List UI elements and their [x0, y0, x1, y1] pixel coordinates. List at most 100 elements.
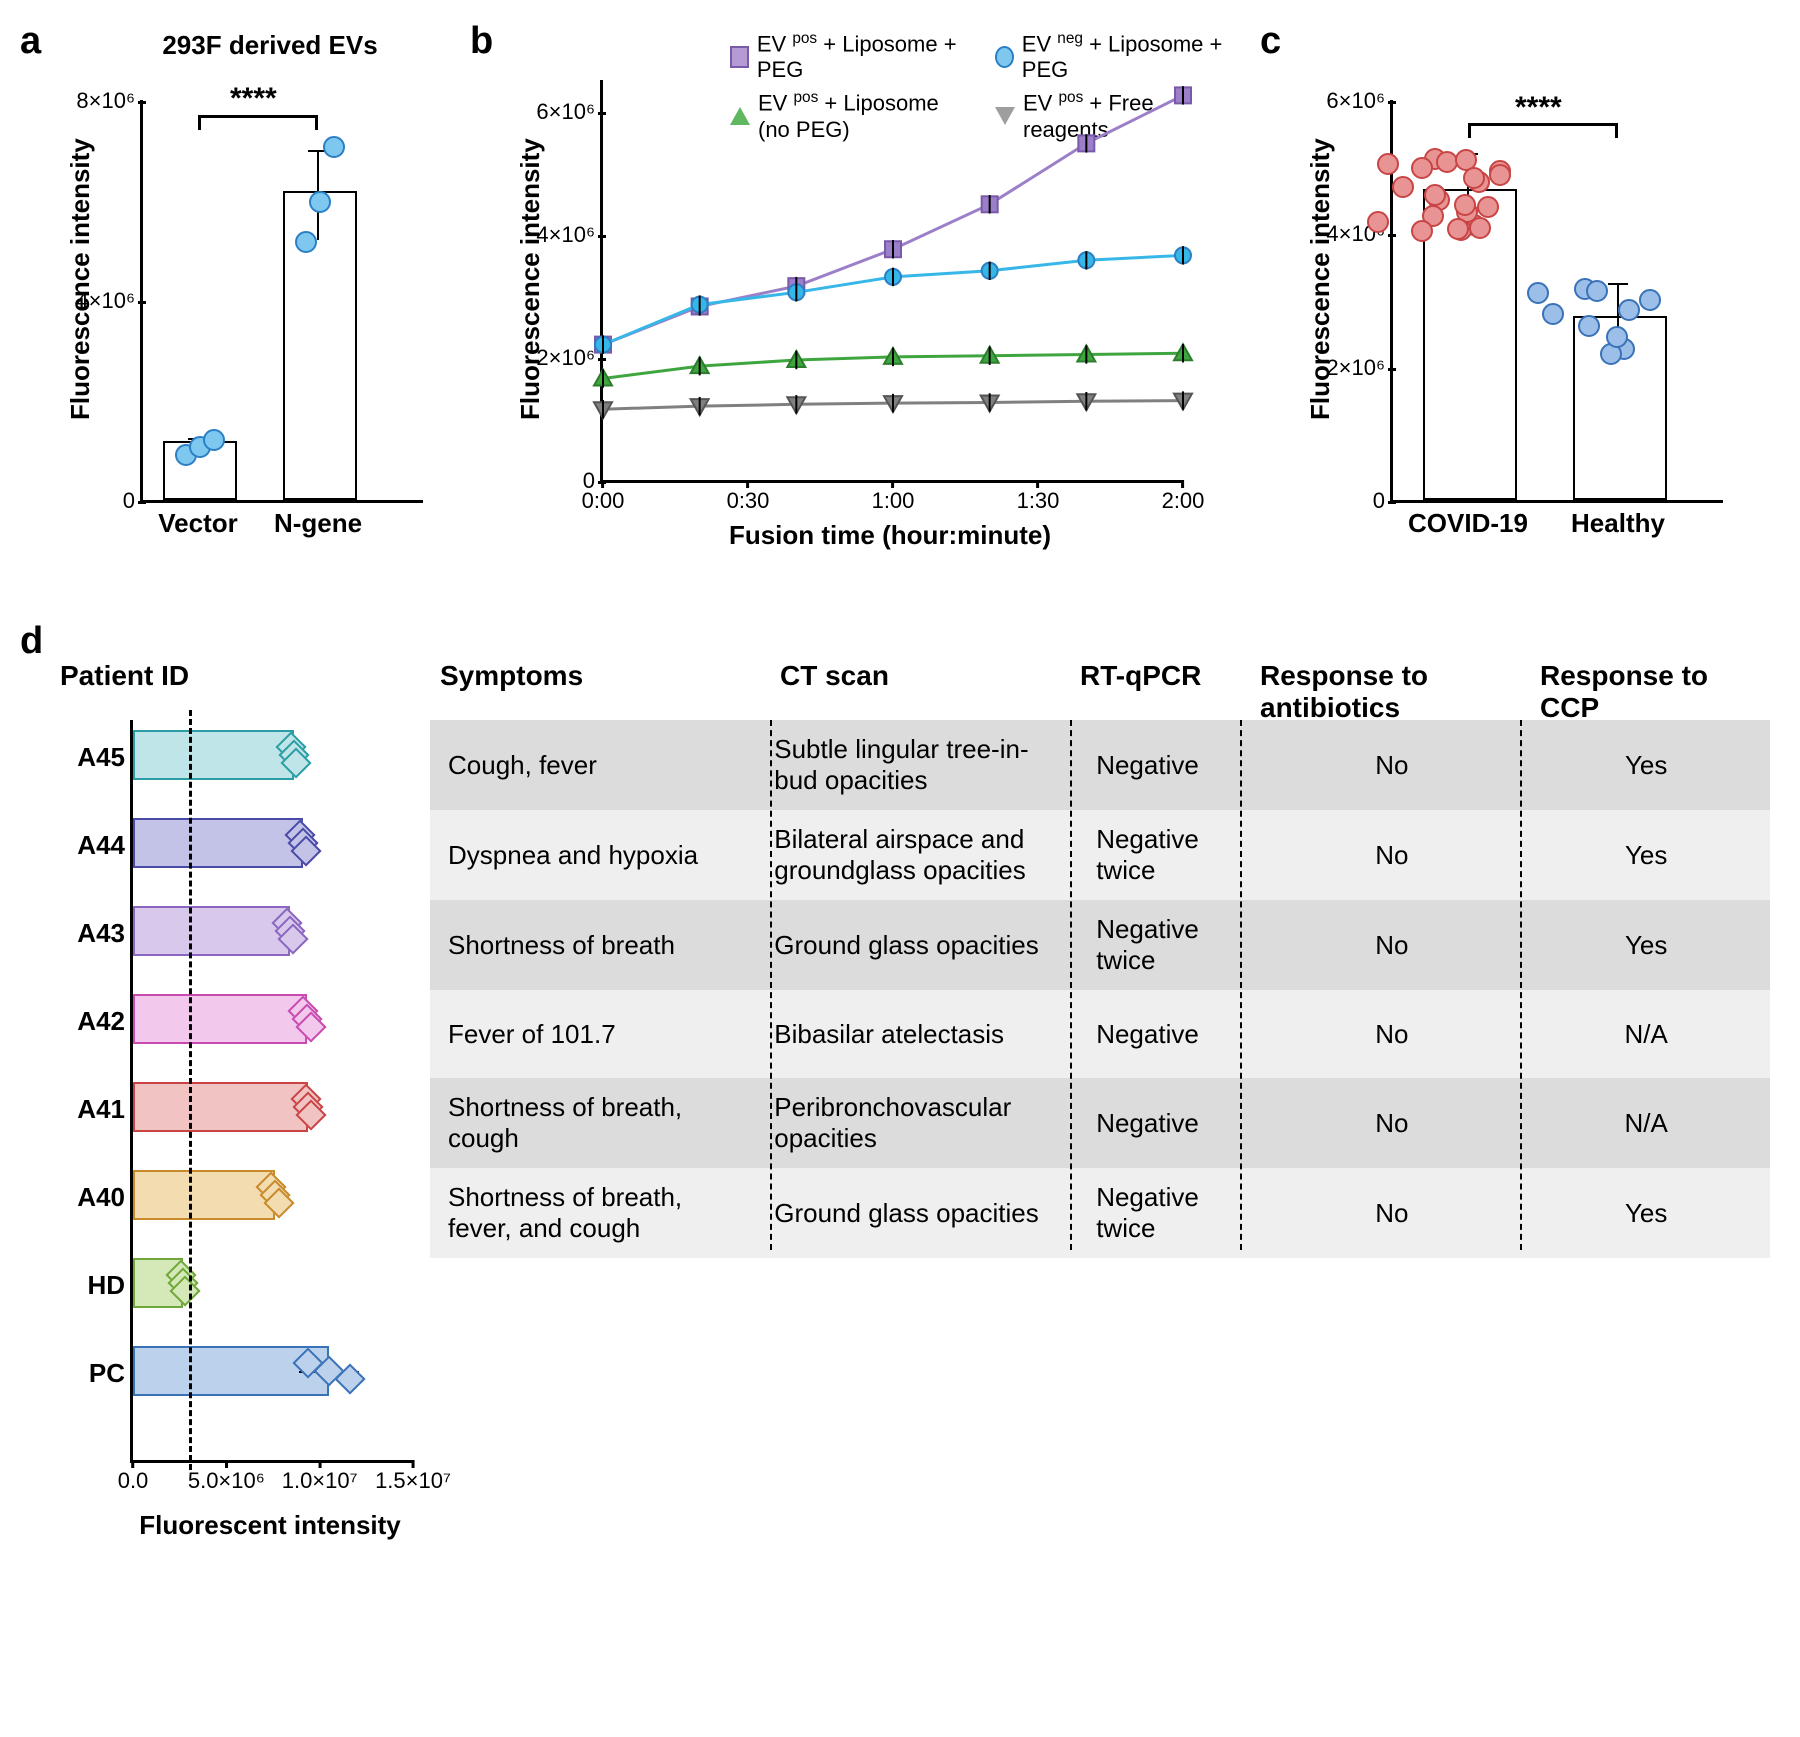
patient-id: A44 [55, 830, 133, 861]
patient-bar [133, 730, 294, 780]
ytick: 6×10⁶ [1305, 88, 1393, 114]
patient-bar [133, 994, 307, 1044]
table-cell: Bilateral airspace and groundglass opaci… [756, 810, 1078, 900]
table-row: Shortness of breathGround glass opacitie… [430, 900, 1770, 990]
panel-c: c Fluorescence intensity 02×10⁶4×10⁶6×10… [1260, 20, 1760, 580]
cutoff-line [189, 710, 192, 1470]
table-row: Shortness of breath, fever, and coughGro… [430, 1168, 1770, 1258]
table-cell: N/A [1522, 1078, 1770, 1168]
patient-id: HD [55, 1270, 133, 1301]
panel-d-xlabel: Fluorescent intensity [120, 1510, 420, 1541]
xtick: 1:30 [1017, 488, 1060, 514]
panel-b-label: b [470, 20, 493, 63]
patient-id: A42 [55, 1006, 133, 1037]
table-cell: No [1261, 810, 1522, 900]
column-header: Response to CCP [1540, 660, 1760, 724]
table-cell: Negative twice [1078, 810, 1261, 900]
table-cell: Yes [1522, 720, 1770, 810]
patient-bar [133, 906, 290, 956]
table-cell: No [1261, 900, 1522, 990]
table-cell: No [1261, 720, 1522, 810]
category-label: Vector [138, 508, 258, 539]
table-cell: Dyspnea and hypoxia [430, 810, 756, 900]
panel-a-plot: 04×10⁶8×10⁶VectorN-gene**** [140, 100, 423, 503]
patient-id: A45 [55, 742, 133, 773]
panel-b-plot: 02×10⁶4×10⁶6×10⁶0:000:301:001:302:00 [600, 80, 1183, 483]
column-header: Symptoms [440, 660, 720, 692]
legend-item: EV pos + Liposome + PEG [730, 30, 965, 83]
ytick: 8×10⁶ [55, 88, 143, 114]
table-row: Fever of 101.7Bibasilar atelectasisNegat… [430, 990, 1770, 1078]
column-header: Patient ID [60, 660, 340, 692]
table-cell: Yes [1522, 900, 1770, 990]
table-cell: Negative [1078, 720, 1261, 810]
table-cell: Negative [1078, 1078, 1261, 1168]
table-cell: Shortness of breath, fever, and cough [430, 1168, 756, 1258]
table-cell: Ground glass opacities [756, 900, 1078, 990]
ytick: 6×10⁶ [515, 99, 603, 125]
table-cell: Shortness of breath, cough [430, 1078, 756, 1168]
table-cell: Subtle lingular tree-in-bud opacities [756, 720, 1078, 810]
xtick: 0.0 [118, 1468, 149, 1494]
table-cell: Fever of 101.7 [430, 990, 756, 1078]
panel-b: b Fluorescence intensity EV pos + Liposo… [470, 20, 1230, 580]
table-cell: No [1261, 1078, 1522, 1168]
patient-id: A40 [55, 1182, 133, 1213]
table-cell: Ground glass opacities [756, 1168, 1078, 1258]
patient-id: PC [55, 1358, 133, 1389]
table-row: Dyspnea and hypoxiaBilateral airspace an… [430, 810, 1770, 900]
xtick: 1.5×10⁷ [375, 1468, 451, 1494]
table-cell: Shortness of breath [430, 900, 756, 990]
ytick: 0 [1305, 488, 1393, 514]
xtick: 1.0×10⁷ [282, 1468, 358, 1494]
patient-bar [133, 1170, 275, 1220]
patient-bar [133, 1082, 308, 1132]
table-cell: Negative twice [1078, 1168, 1261, 1258]
ytick: 4×10⁶ [55, 288, 143, 314]
panel-a-label: a [20, 20, 41, 63]
panel-d-label: d [20, 620, 43, 663]
table-cell: Negative [1078, 990, 1261, 1078]
table-cell: No [1261, 1168, 1522, 1258]
panel-b-lines [603, 80, 1183, 480]
panel-d-chart: A45A44A43A42A41A40HDPC0.05.0×10⁶1.0×10⁷1… [60, 720, 420, 1520]
panel-c-plot: 02×10⁶4×10⁶6×10⁶COVID-19Healthy**** [1390, 100, 1723, 503]
panel-d-table: Cough, feverSubtle lingular tree-in-bud … [430, 720, 1770, 1258]
xtick: 1:00 [872, 488, 915, 514]
ytick: 4×10⁶ [515, 222, 603, 248]
table-row: Cough, feverSubtle lingular tree-in-bud … [430, 720, 1770, 810]
category-label: N-gene [258, 508, 378, 539]
category-label: Healthy [1558, 508, 1678, 539]
table-cell: Peribronchovascular opacities [756, 1078, 1078, 1168]
table-cell: Yes [1522, 810, 1770, 900]
xtick: 2:00 [1162, 488, 1205, 514]
patient-id: A43 [55, 918, 133, 949]
ytick: 2×10⁶ [1305, 355, 1393, 381]
bar [283, 191, 357, 500]
panel-a-title: 293F derived EVs [120, 30, 420, 61]
column-header: Response to antibiotics [1260, 660, 1480, 724]
panel-a-ylabel: Fluorescence intensity [65, 70, 96, 420]
xtick: 5.0×10⁶ [188, 1468, 265, 1494]
table-cell: N/A [1522, 990, 1770, 1078]
panel-a: a 293F derived EVs Fluorescence intensit… [20, 20, 440, 580]
xtick: 0:00 [582, 488, 625, 514]
ytick: 2×10⁶ [515, 345, 603, 371]
table-row: Shortness of breath, coughPeribronchovas… [430, 1078, 1770, 1168]
panel-d-plot: A45A44A43A42A41A40HDPC0.05.0×10⁶1.0×10⁷1… [130, 720, 413, 1463]
xtick: 0:30 [727, 488, 770, 514]
table-cell: Negative twice [1078, 900, 1261, 990]
panel-c-label: c [1260, 20, 1281, 63]
table-cell: Bibasilar atelectasis [756, 990, 1078, 1078]
legend-item: EV neg + Liposome + PEG [995, 30, 1230, 83]
table-cell: No [1261, 990, 1522, 1078]
table-cell: Cough, fever [430, 720, 756, 810]
patient-id: A41 [55, 1094, 133, 1125]
patient-bar [133, 818, 303, 868]
column-header: CT scan [780, 660, 1060, 692]
category-label: COVID-19 [1408, 508, 1528, 539]
ytick: 0 [55, 488, 143, 514]
panel-b-xlabel: Fusion time (hour:minute) [600, 520, 1180, 551]
panel-d: d Patient IDSymptomsCT scanRT-qPCRRespon… [20, 620, 1780, 1620]
table-cell: Yes [1522, 1168, 1770, 1258]
